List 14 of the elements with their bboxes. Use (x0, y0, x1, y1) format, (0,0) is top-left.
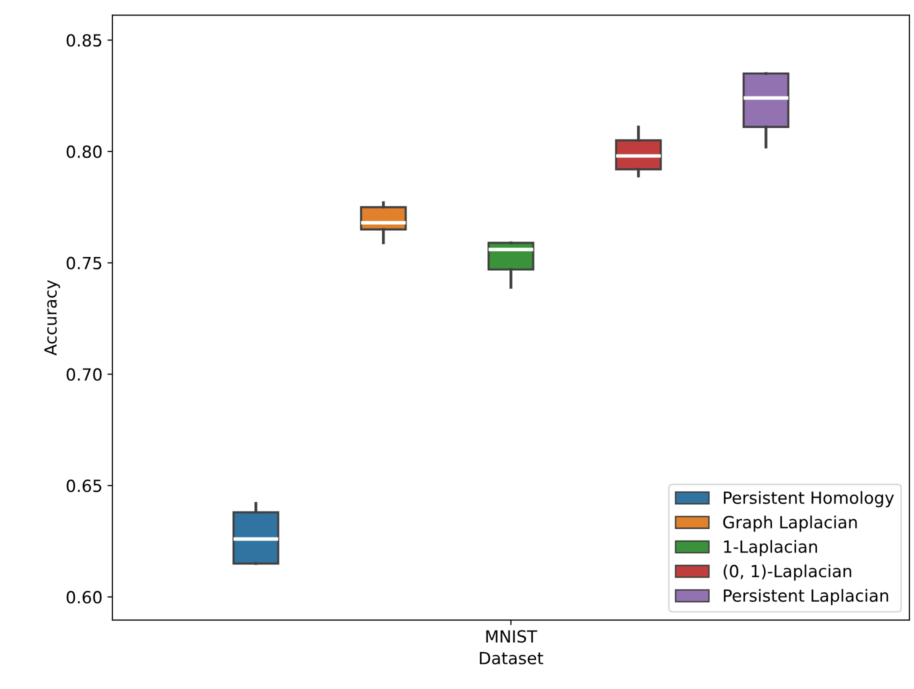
y-axis-title: Accuracy (44, 280, 60, 356)
legend-label: (0, 1)-Laplacian (724, 564, 852, 581)
legend-label: Persistent Homology (724, 491, 894, 508)
y-tick-label: 0.70 (66, 368, 102, 381)
y-tick-label: 0.85 (66, 34, 102, 47)
y-tick-label: 0.65 (66, 480, 102, 492)
x-axis-title: Dataset (480, 652, 544, 664)
y-tick-label: 0.60 (66, 590, 102, 604)
x-tick-label: MNIST (486, 630, 538, 643)
y-tick-label: 0.80 (66, 145, 102, 158)
legend-label: Graph Laplacian (723, 516, 857, 532)
y-tick-label: 0.75 (66, 256, 102, 270)
legend-label: Persistent Laplacian (724, 588, 888, 606)
legend-label: 1-Laplacian (724, 540, 817, 556)
